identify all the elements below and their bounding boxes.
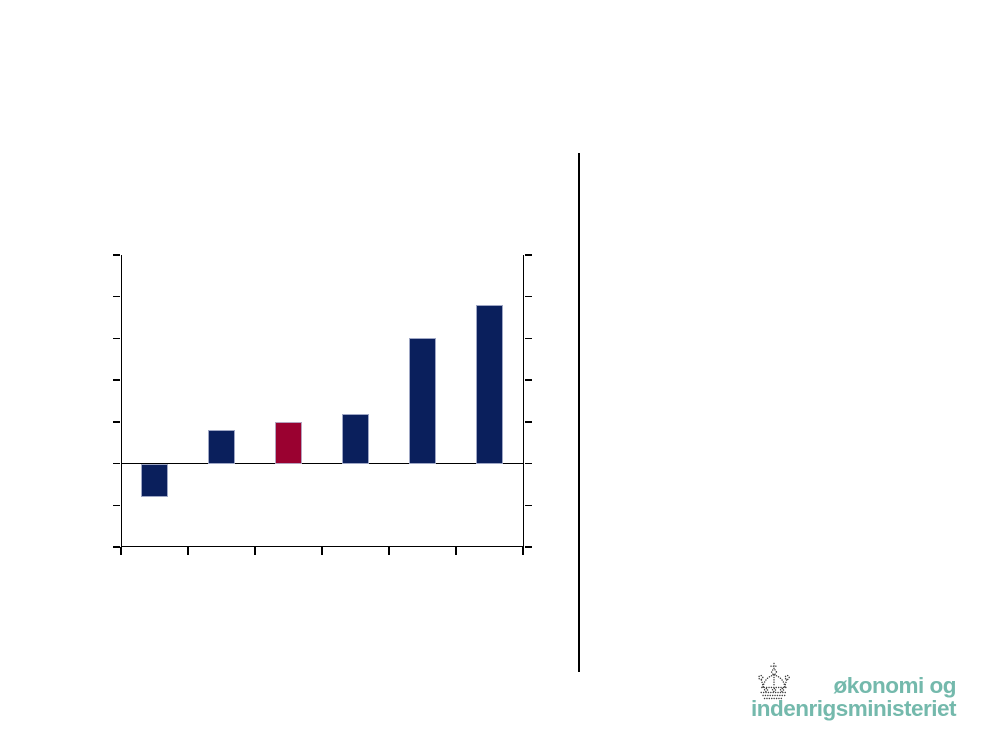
x-axis-tick	[321, 547, 323, 555]
ministry-name-line2: indenrigsministeriet	[750, 695, 957, 721]
ministry-name: økonomi og indenrigsministeriet	[748, 662, 957, 721]
y-axis-tick	[525, 296, 532, 298]
y-axis-tick	[525, 504, 532, 506]
y-axis-tick	[525, 546, 532, 548]
y-axis-tick	[525, 421, 532, 423]
y-axis-tick	[113, 462, 120, 465]
x-axis-tick	[187, 547, 189, 555]
bar	[476, 305, 503, 464]
y-axis-tick	[113, 379, 120, 381]
x-axis-tick	[522, 547, 524, 555]
x-axis-tick	[254, 547, 256, 555]
y-axis-tick	[525, 254, 532, 256]
divider-line	[578, 153, 580, 672]
crown-icon	[758, 662, 790, 700]
plot-area	[113, 254, 532, 555]
x-axis	[121, 545, 524, 547]
ministry-logo: økonomi og indenrigsministeriet	[748, 662, 957, 721]
y-axis-tick	[113, 254, 120, 256]
zero-baseline	[121, 462, 524, 465]
x-axis-tick	[120, 547, 122, 555]
bar	[409, 338, 436, 464]
y-axis-tick	[525, 379, 532, 381]
x-axis-tick	[388, 547, 390, 555]
bar	[342, 413, 369, 464]
y-axis-tick	[113, 337, 120, 340]
y-axis-tick	[113, 421, 120, 423]
bar	[208, 430, 235, 464]
y-axis-left	[121, 255, 123, 547]
ministry-name-line1: økonomi og	[833, 673, 957, 698]
y-axis-right	[522, 255, 524, 547]
y-axis-tick	[113, 296, 120, 298]
y-axis-tick	[113, 504, 120, 506]
y-axis-tick	[525, 462, 532, 465]
y-axis-tick	[525, 337, 532, 340]
bar	[275, 421, 302, 464]
bar	[141, 463, 168, 497]
x-axis-tick	[455, 547, 457, 555]
y-axis-tick	[113, 546, 120, 548]
